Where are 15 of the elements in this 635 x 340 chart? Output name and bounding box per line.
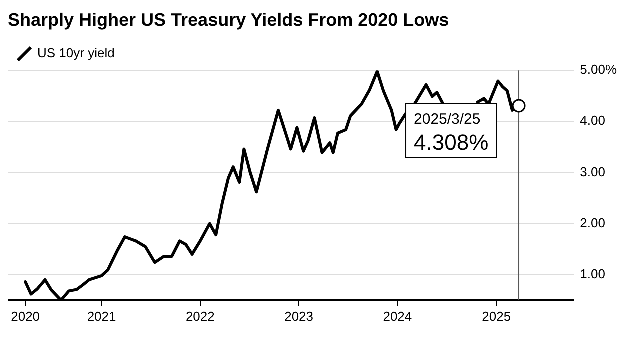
x-tick-label: 2022 (186, 308, 215, 324)
legend-label: US 10yr yield (38, 46, 115, 61)
annotation: 2025/3/25 (414, 110, 481, 128)
chart-title: Sharply Higher US Treasury Yields From 2020 Lows (8, 10, 450, 30)
x-tick-label: 2024 (383, 308, 412, 324)
x-tick-label: 2020 (11, 308, 40, 324)
y-tick-label: 1.00 (580, 266, 606, 282)
y-tick-label: 4.00 (580, 113, 606, 128)
y-tick-label: 5.00% (580, 62, 618, 78)
x-tick-label: 2025 (482, 308, 512, 324)
x-tick-label: 2021 (87, 308, 116, 324)
y-tick-label: 2.00 (580, 215, 606, 230)
y-tick-label: 3.00 (580, 164, 606, 180)
annotation: 4.308% (414, 130, 489, 155)
x-tick-label: 2023 (284, 308, 314, 324)
